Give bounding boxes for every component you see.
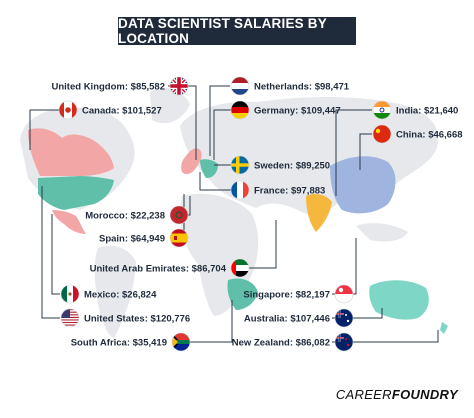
salary-label-text: United Kingdom: $85,582	[52, 82, 166, 93]
salary-label-mexico: Mexico: $26,824	[60, 284, 157, 304]
salary-label-text: Canada: $101,527	[82, 106, 162, 117]
leader-line	[199, 172, 232, 191]
salary-label-new-zealand: New Zealand: $86,082	[232, 332, 354, 352]
morocco-flag-icon	[169, 205, 189, 225]
salary-label-united-states: United States: $120,776	[60, 308, 190, 328]
india-region	[306, 194, 332, 232]
salary-label-china: China: $46,668	[372, 124, 463, 144]
leader-line	[29, 109, 62, 150]
netherlands-flag-icon	[230, 76, 250, 96]
salary-label-text: Spain: $64,949	[99, 234, 165, 245]
france-flag-icon	[230, 180, 250, 200]
mexico-region	[52, 210, 86, 234]
salary-label-netherlands: Netherlands: $98,471	[230, 76, 350, 96]
salary-label-spain: Spain: $64,949	[99, 228, 189, 248]
salary-label-text: Sweden: $89,250	[254, 161, 330, 172]
australia-region	[369, 280, 429, 320]
mexico-flag-icon	[60, 284, 80, 304]
spain-flag-icon	[169, 228, 189, 248]
chart-title: DATA SCIENTIST SALARIES BY LOCATION	[118, 16, 356, 46]
salary-label-united-kingdom: United Kingdom: $85,582	[52, 76, 189, 96]
salary-label-south-africa: South Africa: $35,419	[71, 332, 191, 352]
leader-line	[332, 330, 439, 343]
salary-label-morocco: Morocco: $22,238	[85, 205, 189, 225]
singapore-flag-icon	[334, 284, 354, 304]
salary-label-germany: Germany: $109,447	[230, 100, 341, 120]
salary-label-text: India: $21,640	[396, 106, 458, 117]
salary-label-text: Australia: $107,446	[244, 314, 330, 325]
salary-label-text: Morocco: $22,238	[85, 211, 165, 222]
salary-label-singapore: Singapore: $82,197	[243, 284, 354, 304]
salary-label-australia: Australia: $107,446	[244, 308, 354, 328]
salary-label-united-arab-emirates: United Arab Emirates: $86,704	[90, 258, 250, 278]
usa-region	[38, 176, 114, 210]
sweden-flag-icon	[230, 155, 250, 175]
salary-labels: United Kingdom: $85,582 Netherlands: $98,…	[52, 76, 463, 352]
south-africa-flag-icon	[171, 332, 191, 352]
leader-line	[41, 186, 60, 319]
germany-flag-icon	[230, 100, 250, 120]
china-region	[330, 156, 396, 214]
highlighted-regions	[28, 128, 448, 334]
salary-label-text: China: $46,668	[396, 130, 463, 141]
salary-label-text: New Zealand: $86,082	[232, 338, 330, 349]
careerfoundry-logo: CAREERFOUNDRY	[335, 387, 458, 402]
scandinavia-region	[200, 159, 218, 178]
new-zealand-region	[440, 322, 448, 334]
canada-region	[28, 128, 114, 176]
india-flag-icon	[372, 100, 392, 120]
salary-label-india: India: $21,640	[372, 100, 458, 120]
china-flag-icon	[372, 124, 392, 144]
salary-label-sweden: Sweden: $89,250	[230, 155, 330, 175]
salary-label-text: Germany: $109,447	[254, 106, 341, 117]
salary-label-france: France: $97,883	[230, 180, 325, 200]
salary-label-text: United States: $120,776	[84, 314, 190, 325]
new-zealand-flag-icon	[334, 332, 354, 352]
leader-line	[213, 109, 232, 160]
salary-label-text: Mexico: $26,824	[84, 290, 157, 301]
south-africa-region	[227, 278, 258, 310]
usa-flag-icon	[60, 308, 80, 328]
salary-label-canada: Canada: $101,527	[58, 100, 162, 120]
leader-line	[240, 220, 277, 269]
uk-flag-icon	[169, 76, 189, 96]
salary-label-text: Singapore: $82,197	[243, 290, 330, 301]
leader-line	[209, 85, 230, 156]
salary-label-text: United Arab Emirates: $86,704	[90, 264, 227, 275]
leader-line	[180, 300, 233, 343]
salary-label-text: Netherlands: $98,471	[254, 82, 350, 93]
salary-label-text: France: $97,883	[254, 186, 325, 197]
leader-line	[51, 214, 60, 295]
uae-flag-icon	[230, 258, 250, 278]
europe-region	[181, 148, 202, 175]
salary-label-text: South Africa: $35,419	[71, 338, 167, 349]
australia-flag-icon	[334, 308, 354, 328]
canada-flag-icon	[58, 100, 78, 120]
leader-line	[335, 109, 372, 196]
leader-line	[359, 133, 372, 170]
